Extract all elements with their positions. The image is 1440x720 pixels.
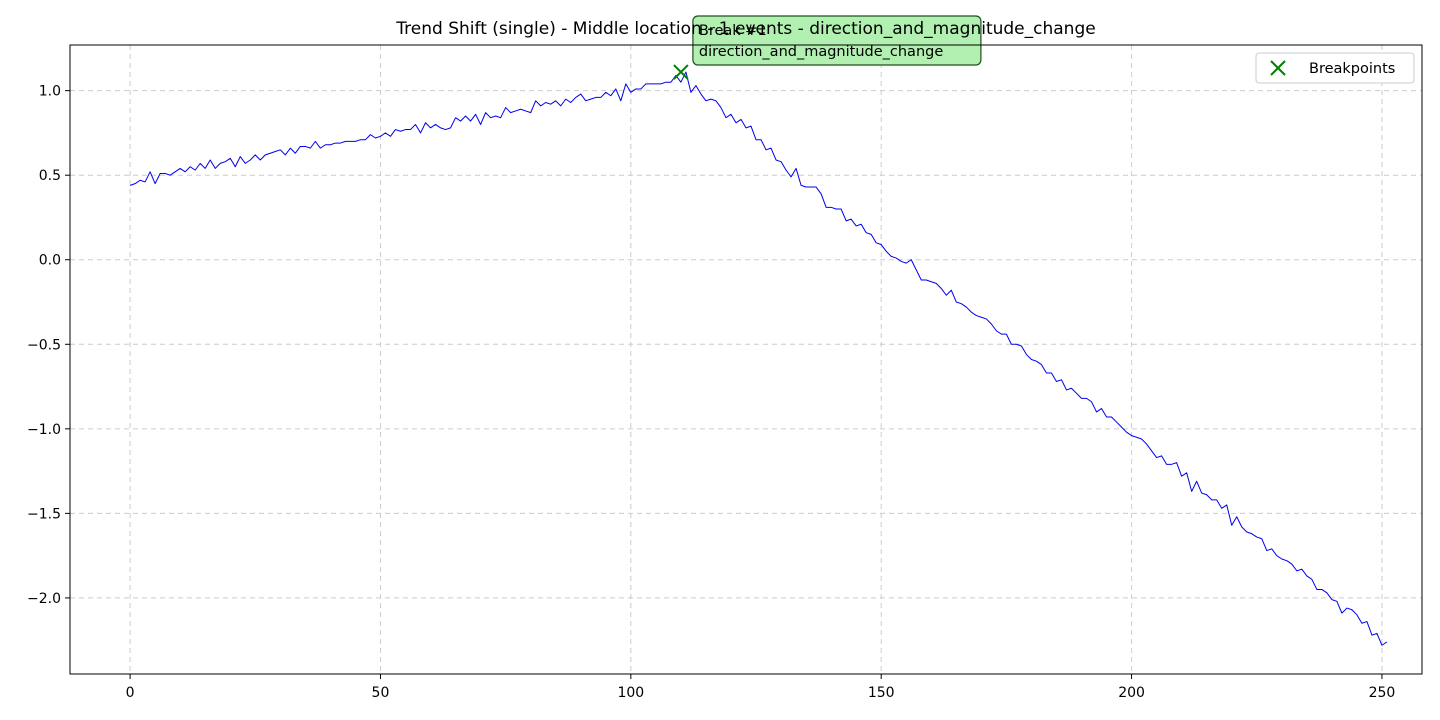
- legend-marker-glyph: [1270, 60, 1286, 76]
- annotation-box: [692, 15, 982, 66]
- grid-lines: [70, 45, 1422, 674]
- y-tick-label: −0.5: [27, 337, 61, 353]
- x-tick-label: 250: [1369, 685, 1396, 701]
- x-tick-label: 150: [868, 685, 895, 701]
- annotation-line2: direction_and_magnitude_change: [699, 44, 943, 60]
- breakpoint-layer: [673, 64, 689, 80]
- axis-ticks: 0 50 100 150 200 250 1.0 0.5 0.0 −0.5 −1.0 −1.5 −2.0: [27, 84, 1395, 701]
- series-line: [129, 71, 1388, 646]
- y-tick-label: 0.0: [39, 253, 61, 269]
- y-tick-label: −1.5: [27, 506, 61, 522]
- legend-label: Breakpoints: [1309, 61, 1395, 77]
- y-tick-label: 1.0: [39, 84, 61, 100]
- series-layer: [129, 71, 1388, 646]
- x-tick-label: 50: [372, 685, 390, 701]
- y-tick-label: −2.0: [27, 591, 61, 607]
- breakpoint-marker: [673, 64, 689, 80]
- x-tick-label: 200: [1118, 685, 1145, 701]
- y-tick-label: 0.5: [39, 168, 61, 184]
- x-tick-label: 0: [126, 685, 135, 701]
- y-tick-label: −1.0: [27, 422, 61, 438]
- legend-box: [1255, 52, 1415, 84]
- chart-title: Trend Shift (single) - Middle location -…: [395, 19, 1095, 39]
- annotation-line1: Break #1: [699, 23, 767, 39]
- legend[interactable]: Breakpoints: [1255, 52, 1415, 84]
- plot-frame: [69, 44, 1423, 675]
- x-tick-label: 100: [617, 685, 644, 701]
- legend-x-marker-icon: [1270, 60, 1286, 76]
- annotation-layer: Break #1 direction_and_magnitude_change: [692, 15, 982, 66]
